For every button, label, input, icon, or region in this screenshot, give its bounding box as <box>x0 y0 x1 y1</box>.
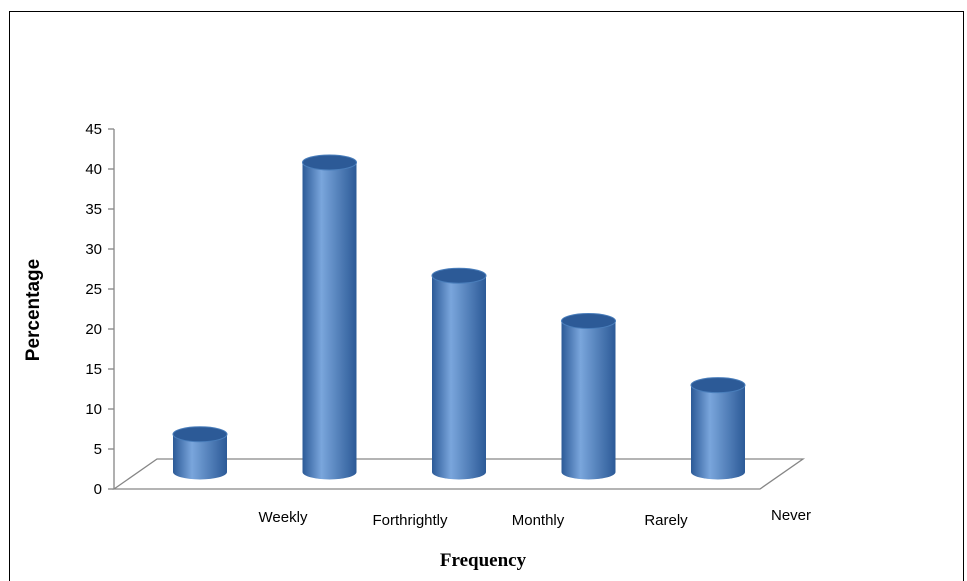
bar-top <box>561 313 616 329</box>
chart-floor <box>111 458 806 490</box>
y-axis: 0 5 10 15 20 25 30 35 40 45 <box>85 121 115 498</box>
bar-body <box>561 321 616 480</box>
floor-plane <box>111 458 806 490</box>
x-axis-label: Frequency <box>440 550 527 571</box>
y-tick-label: 10 <box>85 401 102 418</box>
bar-1 <box>302 154 357 480</box>
x-axis-tick-labels: Weekly Forthrightly Monthly Rarely Never <box>259 507 811 529</box>
x-tick-label: Forthrightly <box>372 512 448 529</box>
bar-body <box>432 275 486 480</box>
x-tick-label: Rarely <box>644 512 688 529</box>
x-tick-label: Never <box>771 507 811 524</box>
y-axis-label: Percentage <box>23 259 44 361</box>
bar-4 <box>690 377 746 480</box>
y-tick-label: 25 <box>85 281 102 298</box>
bar-3 <box>561 313 616 480</box>
bar-0 <box>172 426 228 480</box>
bar-2 <box>431 267 487 480</box>
bar-body <box>691 385 745 480</box>
y-tick-label: 5 <box>94 441 102 458</box>
bar-top <box>172 426 228 443</box>
chart-frame <box>9 11 964 581</box>
x-tick-label: Monthly <box>512 512 565 529</box>
y-tick-label: 40 <box>85 161 102 178</box>
y-tick-label: 0 <box>94 481 102 498</box>
y-tick-label: 45 <box>85 121 102 138</box>
y-tick-label: 30 <box>85 241 102 258</box>
bar-body <box>173 434 227 480</box>
bar-top <box>302 154 357 171</box>
bars-group <box>172 154 746 480</box>
y-tick-label: 15 <box>85 361 102 378</box>
bar-body <box>302 162 357 480</box>
y-tick-label: 20 <box>85 321 102 338</box>
y-tick-label: 35 <box>85 201 102 218</box>
bar-top <box>431 267 487 284</box>
bar-top <box>690 377 746 394</box>
x-tick-label: Weekly <box>259 509 308 526</box>
